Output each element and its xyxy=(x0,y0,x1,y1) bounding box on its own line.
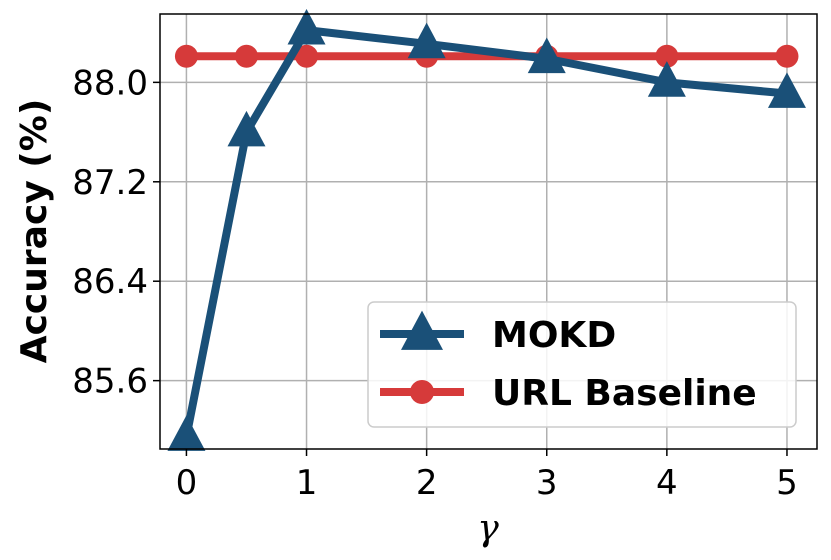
x-axis-label: γ xyxy=(477,508,499,549)
circle-marker xyxy=(174,44,198,68)
series-mokd xyxy=(167,8,806,451)
legend-entry-mokd: MOKD xyxy=(380,310,616,356)
circle-marker xyxy=(234,44,258,68)
x-tick-label: 3 xyxy=(536,463,558,503)
x-tick-label: 1 xyxy=(296,463,318,503)
triangle-marker xyxy=(167,415,206,451)
legend-entry-url-baseline: URL Baseline xyxy=(380,373,757,414)
x-tick-label: 5 xyxy=(776,463,798,503)
y-tick-label: 85.6 xyxy=(72,362,148,402)
legend-label: MOKD xyxy=(492,315,616,356)
legend: MOKD URL Baseline xyxy=(367,301,797,428)
legend-circle-marker xyxy=(410,380,434,404)
triangle-marker xyxy=(767,72,806,108)
y-axis-label: Accuracy (%) xyxy=(14,99,55,364)
x-tick-label: 4 xyxy=(656,463,678,503)
legend-box xyxy=(367,301,797,428)
triangle-marker xyxy=(407,22,446,59)
y-tick-label: 88.0 xyxy=(72,63,148,103)
triangle-marker xyxy=(227,110,266,147)
circle-marker xyxy=(655,44,679,68)
y-tick-label: 87.2 xyxy=(72,163,148,203)
triangle-marker xyxy=(287,8,326,45)
legend-triangle-marker xyxy=(401,310,443,350)
legend-label: URL Baseline xyxy=(492,373,757,414)
plot-series xyxy=(167,8,806,451)
circle-marker xyxy=(775,44,799,68)
axis-ticks: 0 1 2 3 4 5 85.6 86.4 87.2 88.0 xyxy=(72,63,797,503)
y-tick-label: 86.4 xyxy=(72,262,148,302)
plot-frame xyxy=(159,13,818,450)
x-tick-label: 0 xyxy=(176,463,198,503)
triangle-marker xyxy=(647,61,686,97)
circle-marker xyxy=(295,44,319,68)
triangle-marker xyxy=(527,37,566,74)
x-tick-label: 2 xyxy=(416,463,438,503)
